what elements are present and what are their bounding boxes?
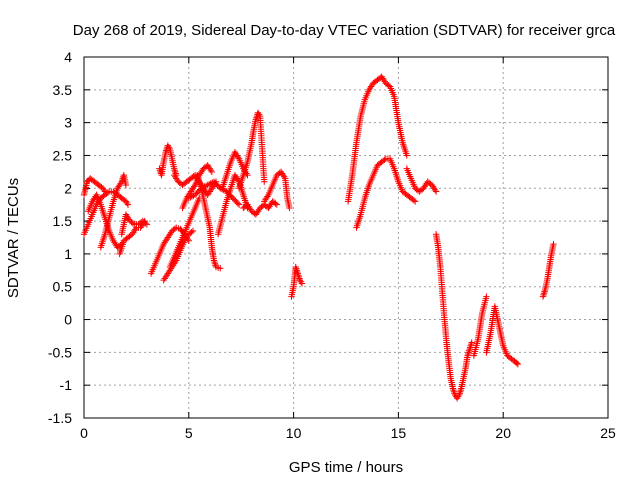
series-arc-4c: [261, 168, 293, 212]
y-axis-label: SDTVAR / TECUs: [5, 178, 22, 298]
y-tick-label: 0.5: [53, 279, 73, 295]
data-point: [465, 349, 472, 356]
series-arc-5: [288, 263, 306, 300]
plot-frame: [83, 56, 609, 419]
data-point: [235, 201, 243, 208]
data-point: [457, 386, 464, 394]
data-point: [465, 347, 473, 354]
grid: [84, 57, 608, 418]
series-arc-1d: [97, 171, 130, 251]
data-point: [411, 198, 419, 205]
data-point: [450, 386, 457, 394]
data-point: [468, 339, 475, 346]
data-point: [483, 293, 490, 300]
y-tick-label: 2.5: [53, 147, 73, 163]
y-tick-label: -0.5: [48, 344, 72, 360]
data-point: [514, 360, 522, 368]
series-arc-4b: [240, 198, 281, 218]
data-point: [286, 204, 293, 212]
data-point: [540, 290, 548, 297]
data-point: [468, 340, 475, 348]
data-point: [129, 220, 137, 227]
data-point: [234, 200, 242, 207]
x-tick-label: 15: [391, 425, 407, 441]
y-tick-label: 3.5: [53, 82, 73, 98]
y-tick-label: 1: [64, 246, 72, 262]
y-tick-label: -1.5: [48, 410, 72, 426]
data-point: [217, 265, 224, 272]
y-tick-label: 1.5: [53, 213, 73, 229]
series-arc-8a: [470, 293, 490, 359]
chart-title: Day 268 of 2019, Sidereal Day-to-day VTE…: [73, 22, 616, 39]
y-tick-label: 0: [64, 312, 72, 328]
series-arc-1a: [80, 175, 109, 199]
data-point: [124, 201, 132, 208]
data-point: [513, 359, 521, 367]
y-tick-label: 3: [64, 115, 72, 131]
series-arc-2d: [156, 142, 180, 179]
series-arc-2c: [166, 194, 203, 271]
x-tick-label: 20: [495, 425, 511, 441]
x-tick-label: 0: [80, 425, 88, 441]
data-point: [464, 350, 472, 358]
y-tick-label: -1: [60, 377, 73, 393]
series-arc-6a: [344, 73, 410, 205]
series-arc-4a: [235, 109, 268, 192]
series-arc-8b: [483, 303, 522, 368]
data-point: [298, 280, 306, 287]
data-point: [104, 189, 111, 196]
data-point: [189, 227, 197, 235]
data-point: [172, 170, 179, 177]
data-point: [410, 197, 417, 204]
data-point: [550, 240, 557, 248]
series-arc-6b: [353, 155, 419, 231]
data-point: [261, 178, 268, 185]
axis-ticks: 0 5 10 15 20 25 -1.5 -1 -0.5 0 0.5 1 1.5 2 2.5 3 3.5 4: [48, 49, 616, 441]
data-point: [273, 201, 281, 208]
x-axis-label: GPS time / hours: [289, 459, 403, 476]
series-arc-1f: [116, 217, 148, 258]
data-point: [211, 258, 218, 266]
x-tick-label: 5: [185, 425, 193, 441]
y-tick-label: 2: [64, 180, 72, 196]
data-point: [381, 156, 388, 164]
series-arc-3b: [193, 171, 224, 272]
data-point: [272, 200, 279, 207]
data-point: [211, 260, 219, 267]
data-point: [141, 217, 148, 225]
series-arc-2e: [170, 171, 220, 199]
series-arc-6c: [403, 165, 440, 195]
data-point: [188, 228, 195, 236]
data-point: [171, 167, 178, 174]
data-point: [403, 152, 410, 159]
data-point: [467, 342, 474, 349]
series-arc-9: [539, 240, 557, 300]
x-tick-label: 10: [286, 425, 302, 441]
data-point: [122, 181, 130, 189]
data-point: [432, 188, 440, 195]
data-point: [540, 291, 547, 299]
y-tick-label: 4: [64, 49, 72, 65]
x-tick-label: 25: [600, 425, 616, 441]
data-point: [541, 288, 548, 295]
series-arc-7: [432, 231, 475, 402]
data-points: [80, 73, 557, 402]
data-point: [208, 168, 216, 176]
data-point: [539, 293, 547, 300]
